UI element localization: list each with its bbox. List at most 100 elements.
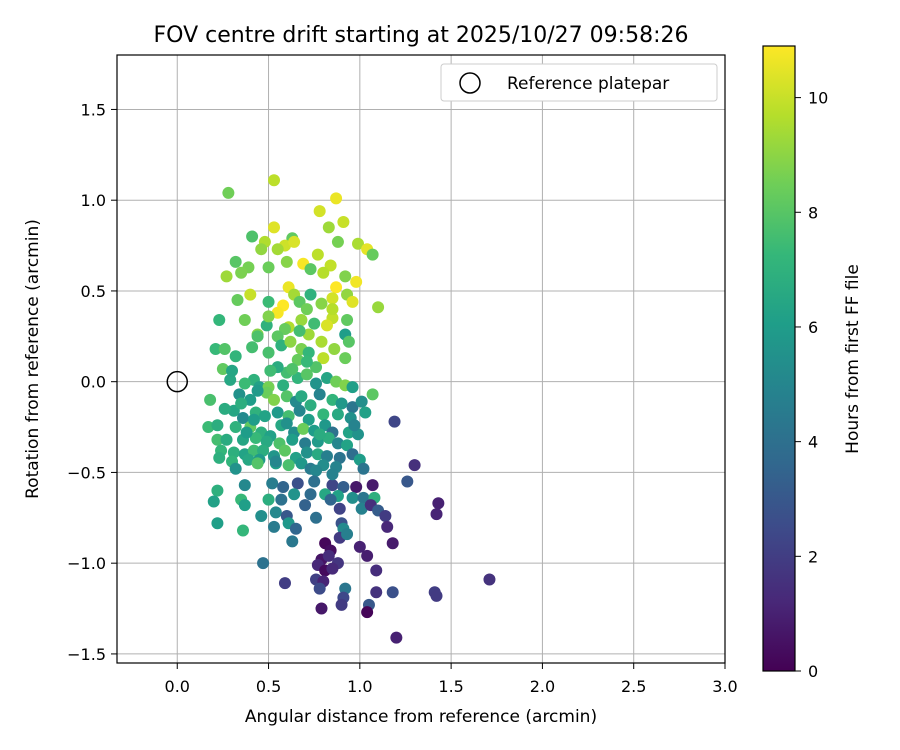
data-point bbox=[300, 303, 313, 316]
x-axis-ticks: 0.0 0.5 1.0 1.5 2.0 2.5 3.0 bbox=[165, 663, 738, 696]
data-point bbox=[220, 270, 233, 283]
x-tick-label: 1.5 bbox=[438, 677, 463, 696]
y-tick-label: −0.5 bbox=[67, 463, 106, 482]
data-point bbox=[326, 292, 339, 305]
data-point bbox=[235, 266, 248, 279]
data-point bbox=[269, 506, 282, 519]
data-point bbox=[366, 248, 379, 261]
data-point bbox=[277, 379, 290, 392]
data-point bbox=[324, 259, 337, 272]
data-point bbox=[295, 457, 308, 470]
colorbar-tick-label: 0 bbox=[808, 662, 818, 681]
data-point bbox=[331, 408, 344, 421]
data-point bbox=[233, 388, 246, 401]
x-tick-label: 3.0 bbox=[712, 677, 737, 696]
data-point bbox=[224, 373, 237, 386]
data-point bbox=[313, 388, 326, 401]
data-point bbox=[408, 459, 421, 472]
data-point bbox=[229, 421, 242, 434]
data-point bbox=[275, 339, 288, 352]
legend-marker-icon bbox=[459, 72, 481, 94]
data-point bbox=[297, 422, 310, 435]
data-point bbox=[341, 439, 354, 452]
y-tick-label: 1.5 bbox=[81, 100, 106, 119]
data-point bbox=[211, 433, 224, 446]
data-point bbox=[341, 313, 354, 326]
data-point bbox=[227, 404, 240, 417]
data-point bbox=[229, 462, 242, 475]
colorbar-tick-label: 2 bbox=[808, 547, 818, 566]
data-point bbox=[331, 437, 344, 450]
data-point bbox=[271, 243, 284, 256]
data-point bbox=[249, 431, 262, 444]
data-point bbox=[310, 464, 323, 477]
data-point bbox=[430, 589, 443, 602]
data-point bbox=[213, 451, 226, 464]
data-point bbox=[320, 450, 333, 463]
data-point bbox=[268, 393, 281, 406]
legend-box bbox=[440, 63, 718, 102]
data-point bbox=[483, 573, 496, 586]
data-point bbox=[288, 488, 301, 501]
data-point bbox=[361, 606, 374, 619]
data-point bbox=[353, 540, 366, 553]
data-point bbox=[280, 255, 293, 268]
data-point bbox=[229, 350, 242, 363]
data-point bbox=[302, 328, 315, 341]
data-point bbox=[350, 480, 363, 493]
data-point bbox=[262, 493, 275, 506]
data-point bbox=[330, 281, 343, 294]
data-point bbox=[246, 230, 259, 243]
data-point bbox=[275, 493, 288, 506]
data-point bbox=[339, 352, 352, 365]
data-point bbox=[333, 502, 346, 515]
data-point bbox=[370, 564, 383, 577]
data-point bbox=[260, 386, 273, 399]
data-point bbox=[291, 477, 304, 490]
data-point bbox=[326, 468, 339, 481]
data-point bbox=[330, 192, 343, 205]
data-point bbox=[286, 535, 299, 548]
data-point bbox=[202, 421, 215, 434]
data-point bbox=[231, 294, 244, 307]
data-point bbox=[286, 362, 299, 375]
colorbar-ticks: 0 2 4 6 8 10 bbox=[795, 89, 828, 681]
data-point bbox=[293, 295, 306, 308]
data-point bbox=[331, 235, 344, 248]
data-point bbox=[257, 444, 270, 457]
data-point bbox=[238, 499, 251, 512]
data-point bbox=[302, 346, 315, 359]
data-point bbox=[357, 462, 370, 475]
data-point bbox=[342, 335, 355, 348]
data-point bbox=[238, 377, 251, 390]
colorbar-tick-label: 10 bbox=[808, 89, 828, 108]
data-point bbox=[337, 215, 350, 228]
data-point bbox=[268, 221, 281, 234]
scatter-points bbox=[202, 174, 496, 644]
data-point bbox=[335, 397, 348, 410]
data-point bbox=[293, 404, 306, 417]
data-point bbox=[211, 484, 224, 497]
data-point bbox=[220, 433, 233, 446]
data-point bbox=[315, 602, 328, 615]
data-point bbox=[328, 343, 341, 356]
data-point bbox=[315, 297, 328, 310]
data-point bbox=[280, 417, 293, 430]
data-point bbox=[204, 393, 217, 406]
data-point bbox=[337, 480, 350, 493]
data-point bbox=[381, 520, 394, 533]
data-point bbox=[310, 377, 323, 390]
data-point bbox=[268, 174, 281, 187]
x-tick-label: 2.5 bbox=[621, 677, 646, 696]
data-point bbox=[346, 491, 359, 504]
data-point bbox=[359, 406, 372, 419]
data-point bbox=[271, 330, 284, 343]
data-point bbox=[262, 346, 275, 359]
data-point bbox=[304, 288, 317, 301]
data-point bbox=[295, 313, 308, 326]
colorbar-label: Hours from first FF file bbox=[843, 264, 863, 454]
data-point bbox=[299, 437, 312, 450]
plot-frame bbox=[116, 54, 726, 664]
data-point bbox=[236, 524, 249, 537]
data-point bbox=[242, 453, 255, 466]
